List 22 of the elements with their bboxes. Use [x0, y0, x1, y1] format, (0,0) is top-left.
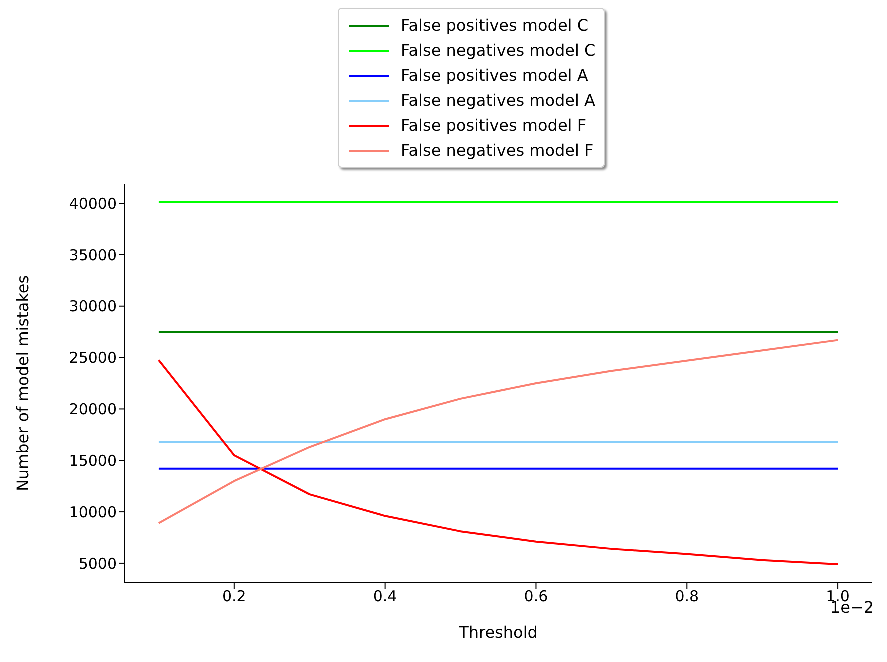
x-tick-label: 0.4	[373, 588, 398, 606]
y-tick-label: 35000	[69, 246, 117, 264]
legend-label: False negatives model F	[401, 141, 594, 160]
legend-label: False positives model F	[401, 116, 587, 135]
x-tick-label: 0.2	[222, 588, 246, 606]
y-tick-label: 15000	[69, 452, 117, 470]
y-tick-label: 10000	[69, 503, 117, 522]
line-series	[158, 359, 840, 566]
x-axis-title: Threshold	[458, 623, 538, 642]
x-tick-label: 0.6	[524, 588, 548, 606]
legend-label: False positives model C	[401, 16, 589, 35]
y-tick-label: 25000	[69, 349, 117, 368]
y-tick-label: 30000	[69, 298, 117, 316]
y-tick-label: 40000	[69, 194, 117, 213]
y-tick-label: 5000	[78, 554, 117, 573]
legend-label: False positives model A	[401, 66, 588, 85]
legend-label: False negatives model C	[401, 41, 596, 60]
legend-label: False negatives model A	[401, 91, 596, 110]
y-tick-label: 20000	[69, 400, 117, 419]
x-tick-label: 0.8	[675, 588, 700, 606]
y-axis-title: Number of model mistakes	[14, 275, 33, 492]
line-series	[158, 339, 840, 524]
